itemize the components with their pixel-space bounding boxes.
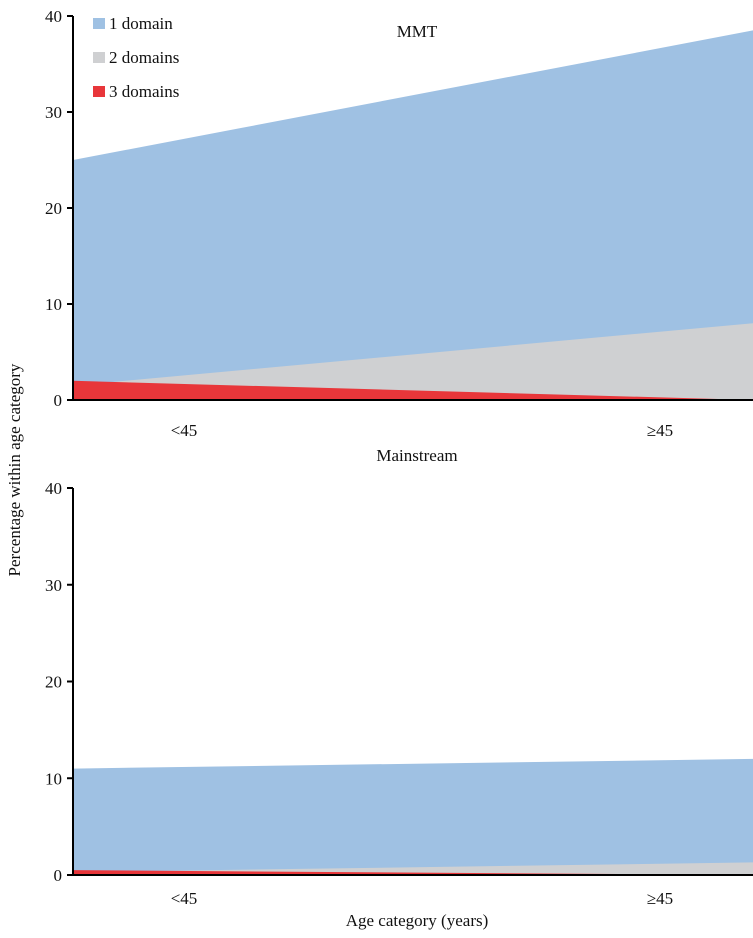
y-tick-label: 0 (54, 866, 63, 885)
y-tick-label: 30 (45, 576, 62, 595)
y-axis-label: Percentage within age category (5, 363, 24, 576)
legend-label-2-domains: 2 domains (109, 48, 179, 67)
panel-title-mmt: MMT (397, 22, 438, 41)
panel-subtitle-mainstream: Mainstream (376, 446, 457, 465)
legend-swatch-3-domains (93, 86, 105, 97)
chart-panel-mmt: 0 10 20 30 40 <45 ≥45 MMT Mainstream (45, 7, 753, 465)
area-layer (73, 30, 753, 401)
y-tick-label: 10 (45, 769, 62, 788)
x-tick-label: <45 (171, 889, 198, 908)
x-tick-label: ≥45 (647, 889, 673, 908)
x-tick-label: ≥45 (647, 421, 673, 440)
legend: 1 domain 2 domains 3 domains (93, 14, 179, 101)
x-ticks: <45 ≥45 (171, 889, 673, 908)
legend-label-3-domains: 3 domains (109, 82, 179, 101)
y-ticks: 0 10 20 30 40 (45, 479, 73, 885)
y-ticks: 0 10 20 30 40 (45, 7, 73, 410)
area-1-domain (73, 30, 753, 401)
legend-swatch-2-domains (93, 52, 105, 63)
y-tick-label: 10 (45, 295, 62, 314)
y-tick-label: 20 (45, 673, 62, 692)
y-tick-label: 30 (45, 103, 62, 122)
y-tick-label: 40 (45, 479, 62, 498)
legend-label-1-domain: 1 domain (109, 14, 173, 33)
y-tick-label: 0 (54, 391, 63, 410)
x-axis-label: Age category (years) (346, 911, 489, 930)
chart-panel-mainstream: 0 10 20 30 40 <45 ≥45 Age category (years) (45, 479, 753, 930)
area-3-domains (73, 380, 753, 400)
y-tick-label: 20 (45, 199, 62, 218)
area-1-domain (73, 758, 753, 875)
y-tick-label: 40 (45, 7, 62, 26)
x-tick-label: <45 (171, 421, 198, 440)
area-2-domains (73, 323, 753, 400)
area-3-domains (73, 870, 753, 875)
x-ticks: <45 ≥45 (171, 421, 673, 440)
legend-swatch-1-domain (93, 18, 105, 29)
area-layer (73, 758, 753, 875)
